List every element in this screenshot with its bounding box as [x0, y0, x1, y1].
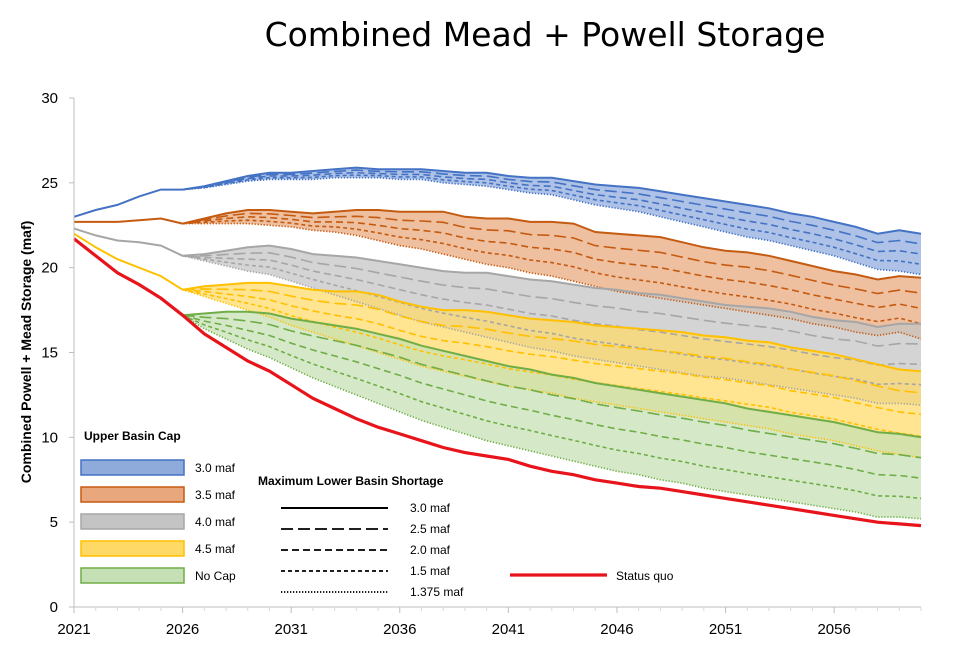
y-tick-label: 10: [41, 429, 58, 446]
band-lower-3: [182, 288, 922, 459]
band-line-0-longdash: [182, 169, 922, 245]
legend-shortage-label: 1.5 maf: [410, 564, 451, 578]
historical-cap_3.5: [74, 217, 183, 225]
x-tick-label: 2051: [709, 621, 742, 638]
historical-cap_4.0: [73, 227, 184, 257]
band-upper-1: [182, 209, 922, 281]
legend-status-quo-label: Status quo: [616, 569, 674, 583]
legend-shortage-label: 2.0 maf: [410, 543, 451, 557]
legend-cap-swatch: [80, 513, 185, 530]
chart-title: Combined Mead + Powell Storage: [265, 15, 826, 54]
band-line-2-dash: [182, 255, 922, 367]
y-tick-label: 30: [41, 90, 58, 107]
legend-cap-label: 4.0 maf: [195, 515, 236, 529]
legend-shortage-label: 2.5 maf: [410, 522, 451, 536]
y-tick-label: 0: [50, 599, 58, 616]
plot-lines: [73, 166, 922, 528]
band-line-4-longdash: [182, 314, 922, 459]
band-line-1-shortdash: [182, 219, 922, 325]
legend-cap-label: 3.5 maf: [195, 488, 236, 502]
legend-status-quo: Status quo: [510, 569, 674, 583]
y-tick-label: 15: [41, 345, 58, 362]
band-lower-2: [182, 255, 922, 406]
band-lower-0: [182, 176, 922, 276]
band-line-4-shortdash: [182, 314, 922, 500]
y-axis-label: Combined Powell + Mead Storage (maf): [18, 221, 34, 484]
legend-upper-basin-cap: Upper Basin Cap 3.0 maf 3.5 maf 4.0 maf 4.5 …: [80, 429, 236, 584]
axes: 0 5 10 15 20 25 30 2021 2026 2031 2036 2041 2046 2051…: [41, 90, 922, 638]
y-tick-label: 25: [41, 175, 58, 192]
x-tick-label: 2046: [600, 621, 633, 638]
band-lower-1: [182, 222, 922, 340]
band-line-1-dash: [182, 215, 922, 310]
legend-cap-swatch: [80, 486, 185, 503]
series-status-quo: [73, 237, 922, 528]
x-tick-label: 2026: [166, 621, 199, 638]
legend-cap-label: No Cap: [195, 569, 236, 583]
band-upper-0: [182, 166, 922, 235]
band-line-4-dash: [182, 314, 922, 479]
band-line-3-longdash: [182, 288, 922, 394]
legend-cap-label: 3.0 maf: [195, 461, 236, 475]
band-line-0-dash: [182, 171, 922, 255]
historical-upper_trunk: [73, 188, 183, 218]
band-lower-4: [182, 314, 922, 520]
legend-cap-swatch: [80, 459, 185, 476]
band-line-3-dash: [182, 288, 922, 416]
plot-bands: [182, 167, 922, 519]
x-tick-label: 2056: [817, 621, 850, 638]
band-upper-2: [182, 244, 921, 329]
band-line-0-shortdash: [182, 174, 922, 266]
legend-shortage-label: 3.0 maf: [410, 501, 451, 515]
legend-shortage-title: Maximum Lower Basin Shortage: [258, 474, 444, 488]
legend-shortage-label: 1.375 maf: [410, 585, 464, 599]
legend-cap-label: 4.5 maf: [195, 542, 236, 556]
historical-cap_4.5: [73, 232, 184, 291]
band-line-1-longdash: [182, 212, 922, 295]
band-area-0: [182, 167, 922, 275]
y-tick-label: 20: [41, 260, 58, 277]
band-area-4: [182, 311, 922, 519]
legend-cap-swatch: [80, 567, 185, 584]
band-line-2-longdash: [182, 251, 922, 347]
x-tick-label: 2031: [274, 621, 307, 638]
band-upper-3: [182, 281, 922, 373]
legend-cap-swatch: [80, 540, 185, 557]
x-tick-label: 2021: [57, 621, 90, 638]
legend-lower-basin-shortage: Maximum Lower Basin Shortage 3.0 maf 2.5 m…: [258, 474, 464, 599]
y-tick-label: 5: [50, 514, 58, 531]
legend-cap-title: Upper Basin Cap: [84, 429, 181, 443]
band-upper-4: [182, 310, 922, 439]
x-tick-label: 2041: [492, 621, 525, 638]
x-tick-label: 2036: [383, 621, 416, 638]
